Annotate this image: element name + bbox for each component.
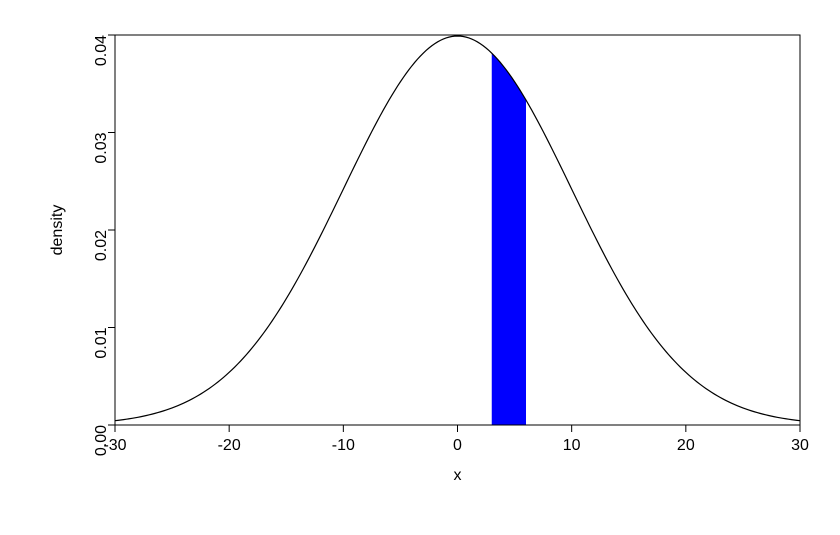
y-tick-label: 0.02 [93,230,110,261]
x-tick-label: 20 [677,437,695,454]
x-tick-label: -10 [332,437,355,454]
y-tick-label: 0.01 [93,327,110,358]
x-axis-label: x [454,467,462,484]
plot-frame [115,35,800,425]
plot-svg: -30-20-100102030x0.000.010.020.030.04den… [0,0,840,535]
shaded-region [492,53,526,425]
x-tick-label: 30 [791,437,809,454]
y-tick-label: 0.04 [93,35,110,66]
y-tick-label: 0.03 [93,132,110,163]
x-tick-label: 10 [563,437,581,454]
x-tick-label: -20 [218,437,241,454]
x-tick-label: 0 [453,437,462,454]
y-axis-label: density [49,205,66,256]
y-tick-label: 0.00 [93,425,110,456]
density-curve [115,36,800,421]
density-plot: -30-20-100102030x0.000.010.020.030.04den… [0,0,840,535]
